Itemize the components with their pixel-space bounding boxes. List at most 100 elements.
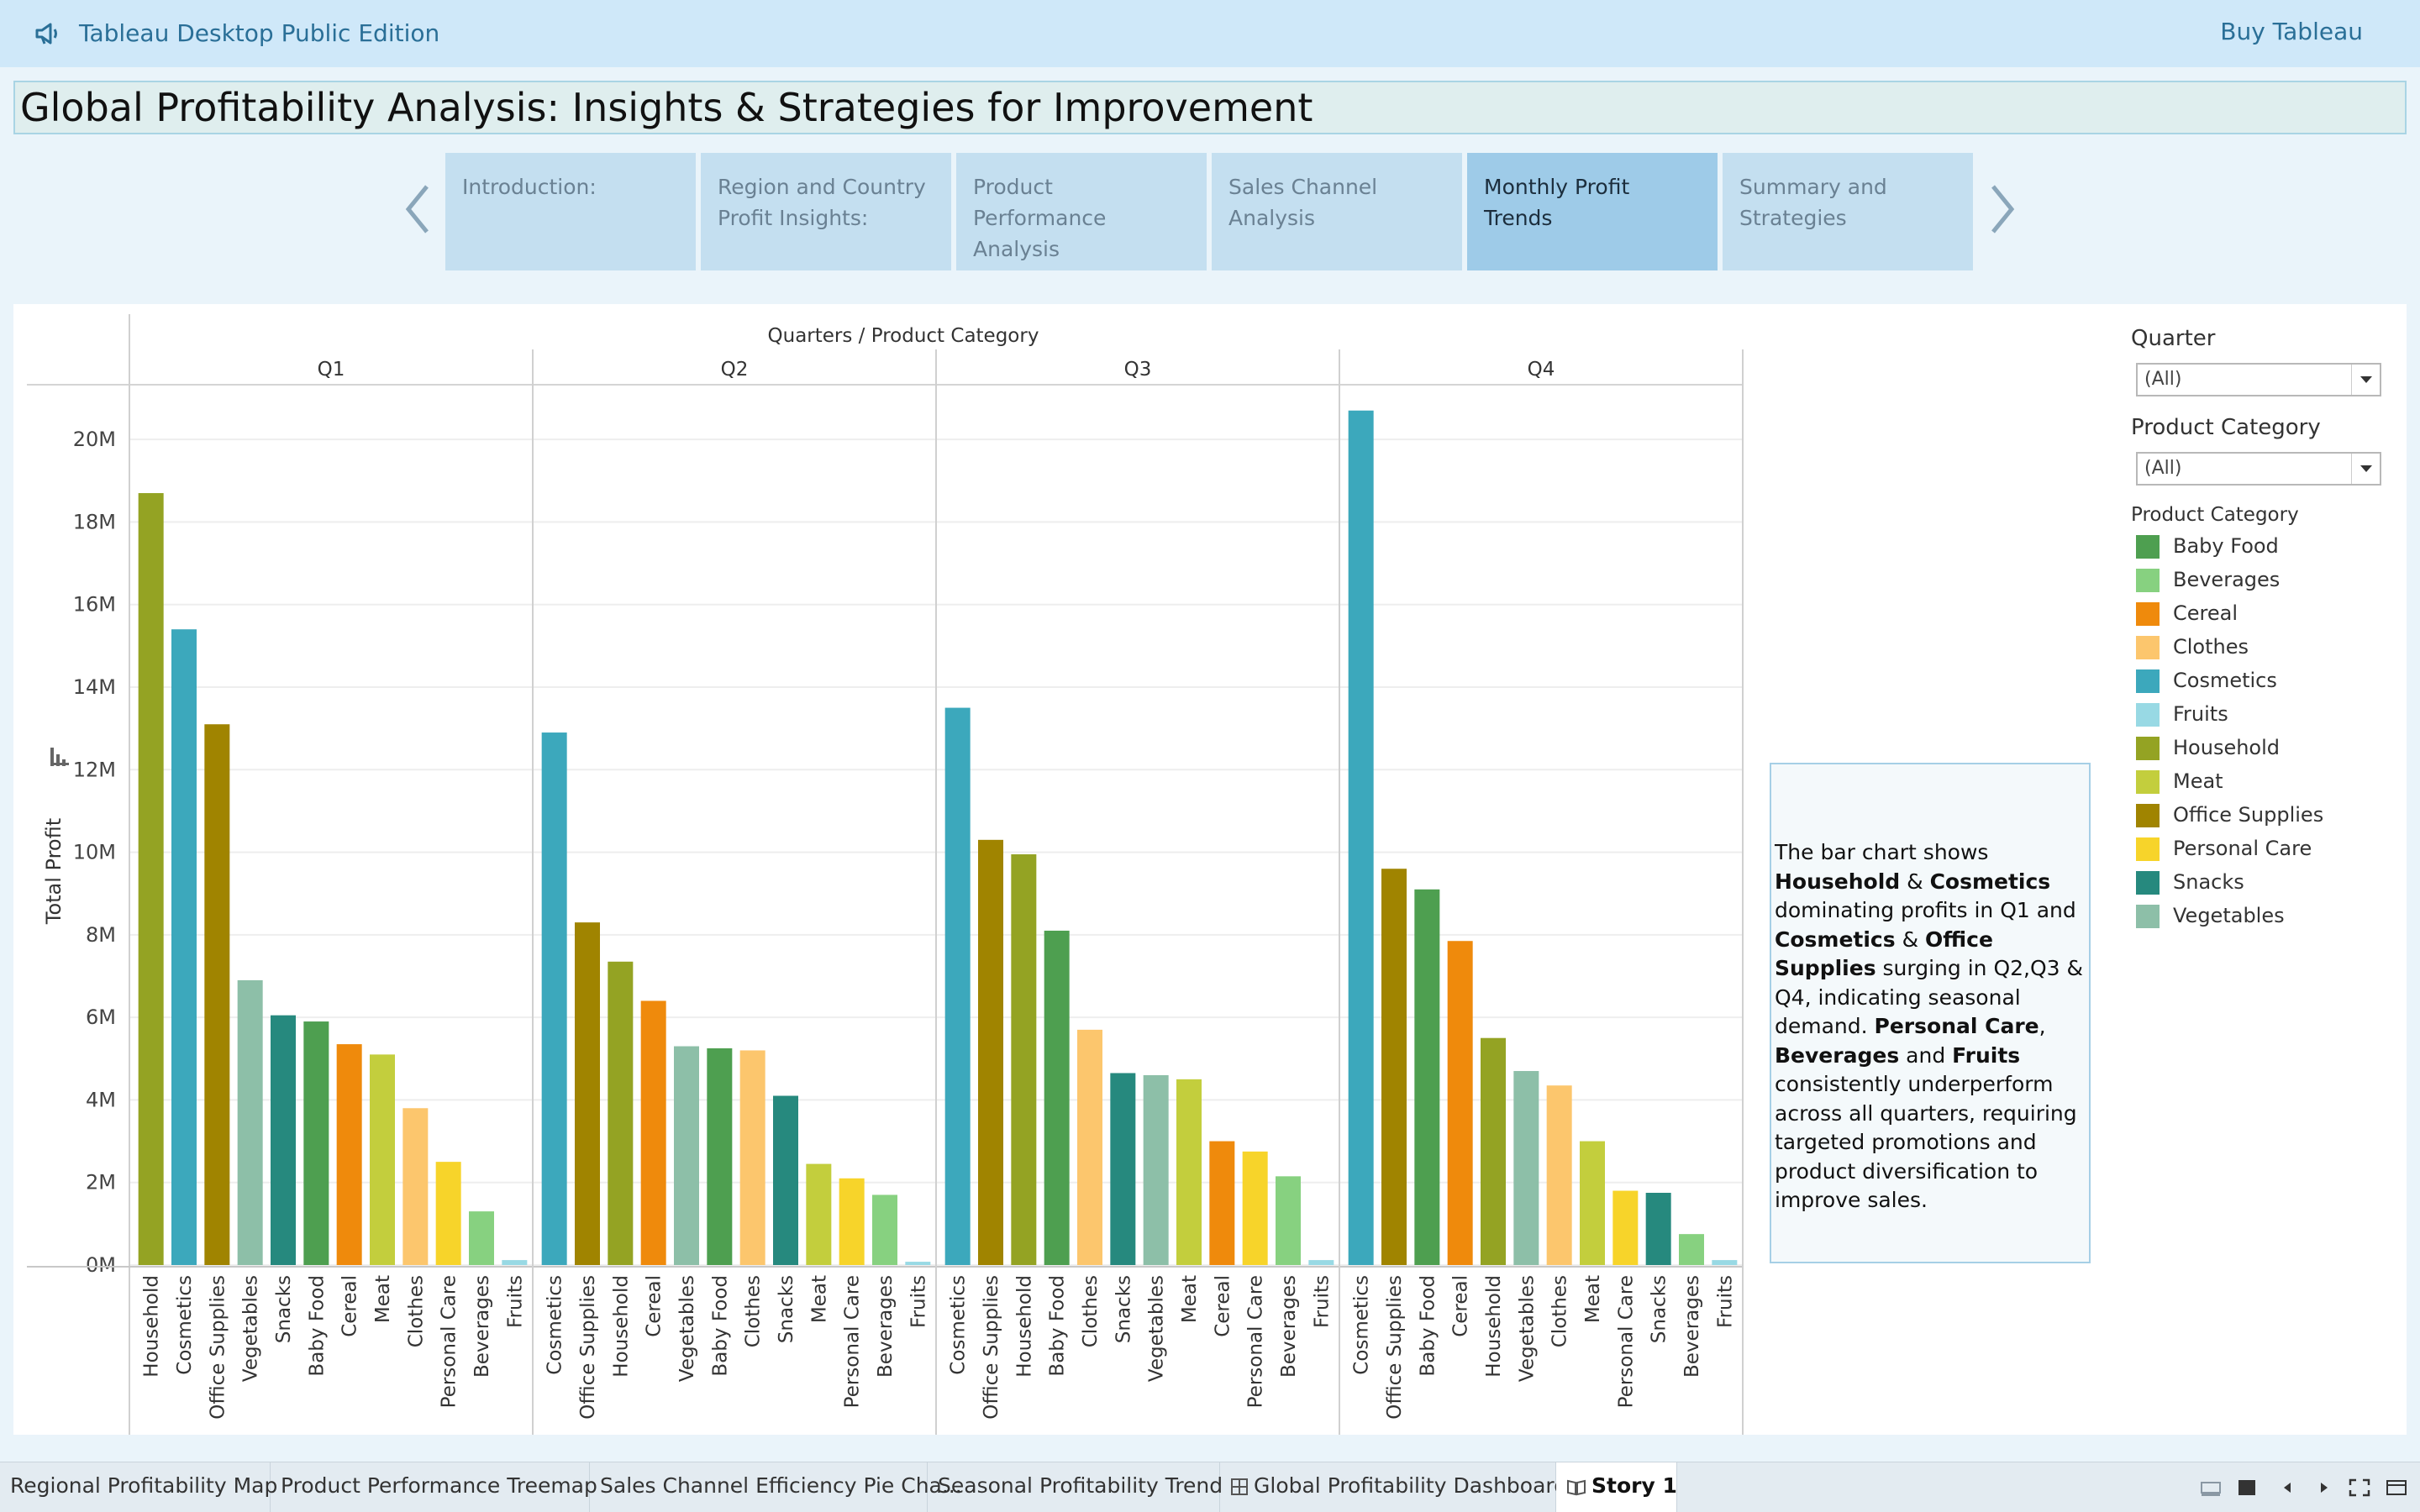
annotation-text: dominating profits in Q1 and xyxy=(1775,898,2076,922)
y-tick-label: 12M xyxy=(73,758,116,781)
bar xyxy=(1481,1037,1506,1265)
story-point-4[interactable]: Sales Channel Analysis xyxy=(1212,153,1462,270)
x-tick-label: Office Supplies xyxy=(207,1275,229,1420)
x-tick-label: Cereal xyxy=(1450,1275,1472,1337)
legend-swatch xyxy=(2136,804,2160,827)
bar xyxy=(739,1050,765,1265)
color-legend: Baby Food Beverages Cereal Clothes Cosmetics… xyxy=(2136,531,2323,934)
annotation-highlight: Cosmetics xyxy=(1929,869,2051,894)
x-tick-label: Vegetables xyxy=(676,1275,698,1382)
legend-swatch xyxy=(2136,837,2160,861)
legend-swatch xyxy=(2136,569,2160,592)
next-story-point-icon[interactable] xyxy=(1986,181,2020,237)
sheet-tab-label: Product Performance Treemap xyxy=(281,1473,597,1498)
legend-item[interactable]: Meat xyxy=(2136,766,2323,800)
bar xyxy=(1381,869,1407,1265)
y-tick-label: 4M xyxy=(86,1088,116,1111)
x-tick-label: Meat xyxy=(808,1275,830,1323)
annotation-text: , xyxy=(2039,1014,2046,1038)
legend-item[interactable]: Office Supplies xyxy=(2136,800,2323,833)
legend-swatch xyxy=(2136,636,2160,659)
bar xyxy=(237,979,263,1265)
legend-label: Cereal xyxy=(2173,601,2238,625)
x-tick-label: Vegetables xyxy=(240,1275,262,1382)
tab-menu-icon[interactable] xyxy=(2385,1478,2408,1498)
x-tick-label: Office Supplies xyxy=(1384,1275,1406,1420)
legend-label: Office Supplies xyxy=(2173,803,2324,827)
bar xyxy=(303,1021,329,1265)
annotation-highlight: Office Supplies xyxy=(1775,927,1993,981)
legend-item[interactable]: Snacks xyxy=(2136,867,2323,900)
legend-label: Cosmetics xyxy=(2173,669,2277,692)
fullscreen-icon[interactable] xyxy=(2348,1478,2371,1498)
previous-story-point-icon[interactable] xyxy=(400,181,434,237)
legend-label: Vegetables xyxy=(2173,904,2285,927)
quarter-header: Q2 xyxy=(721,359,749,381)
legend-item[interactable]: Vegetables xyxy=(2136,900,2323,934)
bar xyxy=(674,1046,699,1265)
bar xyxy=(435,1162,461,1265)
annotation-text: & xyxy=(1900,869,1930,894)
next-sheet-icon[interactable] xyxy=(2316,1478,2333,1498)
chart-header: Quarters / Product Category xyxy=(768,325,1039,347)
buy-tableau-link[interactable]: Buy Tableau xyxy=(2220,18,2363,45)
story-point-5[interactable]: Monthly Profit Trends xyxy=(1467,153,1718,270)
bar xyxy=(1612,1190,1639,1265)
x-tick-label: Household xyxy=(141,1275,163,1378)
bar xyxy=(944,707,971,1265)
x-tick-label: Baby Food xyxy=(709,1275,731,1377)
x-tick-label: Meat xyxy=(1582,1275,1604,1323)
x-tick-label: Personal Care xyxy=(1615,1275,1637,1408)
story-title: Global Profitability Analysis: Insights … xyxy=(13,81,2407,134)
sheet-tab-label: Seasonal Profitability Trend xyxy=(938,1473,1223,1498)
legend-swatch xyxy=(2136,602,2160,626)
bar xyxy=(1077,1029,1102,1265)
story-sheet: Quarters / Product Category 0M 2M 4M 6M 8M 10M… xyxy=(13,304,2407,1435)
show-filmstrip-icon[interactable] xyxy=(2200,1478,2222,1498)
legend-item[interactable]: Beverages xyxy=(2136,564,2323,598)
show-sheet-icon[interactable] xyxy=(2237,1478,2257,1498)
legend-item[interactable]: Fruits xyxy=(2136,699,2323,732)
legend-item[interactable]: Clothes xyxy=(2136,632,2323,665)
x-tick-label: Snacks xyxy=(1649,1275,1670,1343)
bar xyxy=(1414,889,1440,1265)
bar xyxy=(1348,410,1374,1265)
sheet-tab-3[interactable]: Sales Channel Efficiency Pie Cha... xyxy=(590,1462,962,1512)
x-tick-label: Beverages xyxy=(875,1275,897,1378)
x-tick-label: Fruits xyxy=(504,1275,526,1328)
x-tick-label: Fruits xyxy=(908,1275,929,1328)
sheet-tab-5[interactable]: Global Profitability Dashboard xyxy=(1220,1462,1567,1512)
legend-item[interactable]: Personal Care xyxy=(2136,833,2323,867)
legend-item[interactable]: Cosmetics xyxy=(2136,665,2323,699)
x-tick-label: Cereal xyxy=(339,1275,361,1337)
legend-label: Personal Care xyxy=(2173,837,2312,860)
x-tick-label: Household xyxy=(1483,1275,1505,1378)
sheet-tab-1[interactable]: Regional Profitability Map xyxy=(0,1462,277,1512)
legend-item[interactable]: Cereal xyxy=(2136,598,2323,632)
previous-sheet-icon[interactable] xyxy=(2279,1478,2296,1498)
x-tick-label: Vegetables xyxy=(1516,1275,1538,1382)
legend-item[interactable]: Household xyxy=(2136,732,2323,766)
x-tick-label: Snacks xyxy=(273,1275,295,1343)
annotation-highlight: Fruits xyxy=(1952,1042,2021,1068)
category-filter-select[interactable]: (All) xyxy=(2136,452,2381,486)
bar xyxy=(1110,1073,1136,1265)
story-point-3[interactable]: Product Performance Analysis xyxy=(956,153,1207,270)
story-point-6[interactable]: Summary and Strategies xyxy=(1723,153,1973,270)
annotation-text: surging in Q2,Q3 & Q4, indicating season… xyxy=(1775,956,2084,1038)
sheet-tab-2[interactable]: Product Performance Treemap xyxy=(271,1462,597,1512)
bar xyxy=(1209,1141,1235,1265)
sheet-tab-6[interactable]: Story 1 xyxy=(1556,1462,1677,1512)
legend-item[interactable]: Baby Food xyxy=(2136,531,2323,564)
x-tick-label: Snacks xyxy=(776,1275,797,1343)
y-axis-label: Total Profit xyxy=(42,818,66,925)
bar xyxy=(640,1000,666,1265)
bar xyxy=(271,1015,296,1265)
sheet-tab-4[interactable]: Seasonal Profitability Trend xyxy=(928,1462,1223,1512)
top-bar: Tableau Desktop Public Edition Buy Table… xyxy=(0,0,2420,67)
x-tick-label: Baby Food xyxy=(1047,1275,1069,1377)
quarter-filter-select[interactable]: (All) xyxy=(2136,363,2381,396)
story-point-1[interactable]: Introduction: xyxy=(445,153,696,270)
bar xyxy=(1044,930,1070,1265)
story-point-2[interactable]: Region and Country Profit Insights: xyxy=(701,153,951,270)
